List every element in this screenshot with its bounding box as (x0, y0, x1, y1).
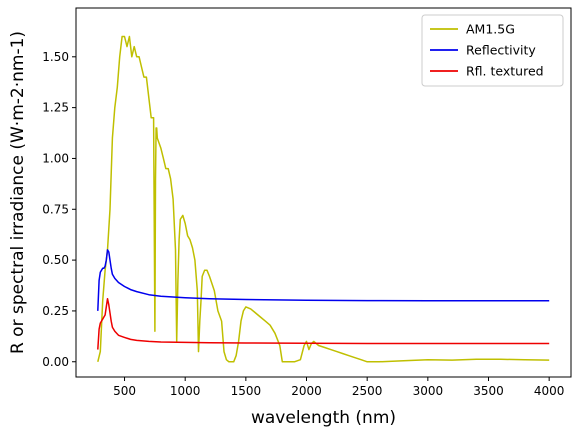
legend: AM1.5G Reflectivity Rfl. textured (421, 14, 564, 87)
legend-label-2: Rfl. textured (466, 64, 544, 79)
legend-items: AM1.5G Reflectivity Rfl. textured (430, 22, 544, 79)
x-tick-label: 3500 (473, 384, 504, 398)
plot-frame (75, 7, 572, 378)
legend-label-0: AM1.5G (466, 22, 515, 37)
x-tick-label: 1000 (170, 384, 201, 398)
x-tick-label: 1500 (231, 384, 262, 398)
legend-label-1: Reflectivity (466, 43, 536, 58)
y-tick-label: 0.00 (42, 355, 69, 369)
x-axis-ticks: 500 1000 1500 2000 2500 3000 3500 4000 (113, 377, 564, 398)
y-axis-title: R or spectral irradiance (W·m-2·nm-1) (8, 31, 28, 354)
legend-box (421, 14, 564, 87)
y-tick-label: 1.50 (42, 50, 69, 64)
y-tick-label: 1.25 (42, 101, 69, 115)
series-line-1 (97, 249, 550, 311)
x-tick-label: 4000 (534, 384, 565, 398)
series-line-2 (97, 297, 550, 350)
x-tick-label: 500 (113, 384, 136, 398)
series-layer (97, 35, 550, 363)
y-tick-label: 0.50 (42, 253, 69, 267)
x-tick-label: 3000 (413, 384, 444, 398)
y-tick-label: 0.25 (42, 304, 69, 318)
x-axis-title: wavelength (nm) (251, 408, 396, 428)
x-tick-label: 2000 (291, 384, 322, 398)
y-tick-label: 0.75 (42, 202, 69, 216)
y-axis-ticks: 0.00 0.25 0.50 0.75 1.00 1.25 1.50 (42, 50, 76, 369)
y-tick-label: 1.00 (42, 151, 69, 165)
x-tick-label: 2500 (352, 384, 383, 398)
